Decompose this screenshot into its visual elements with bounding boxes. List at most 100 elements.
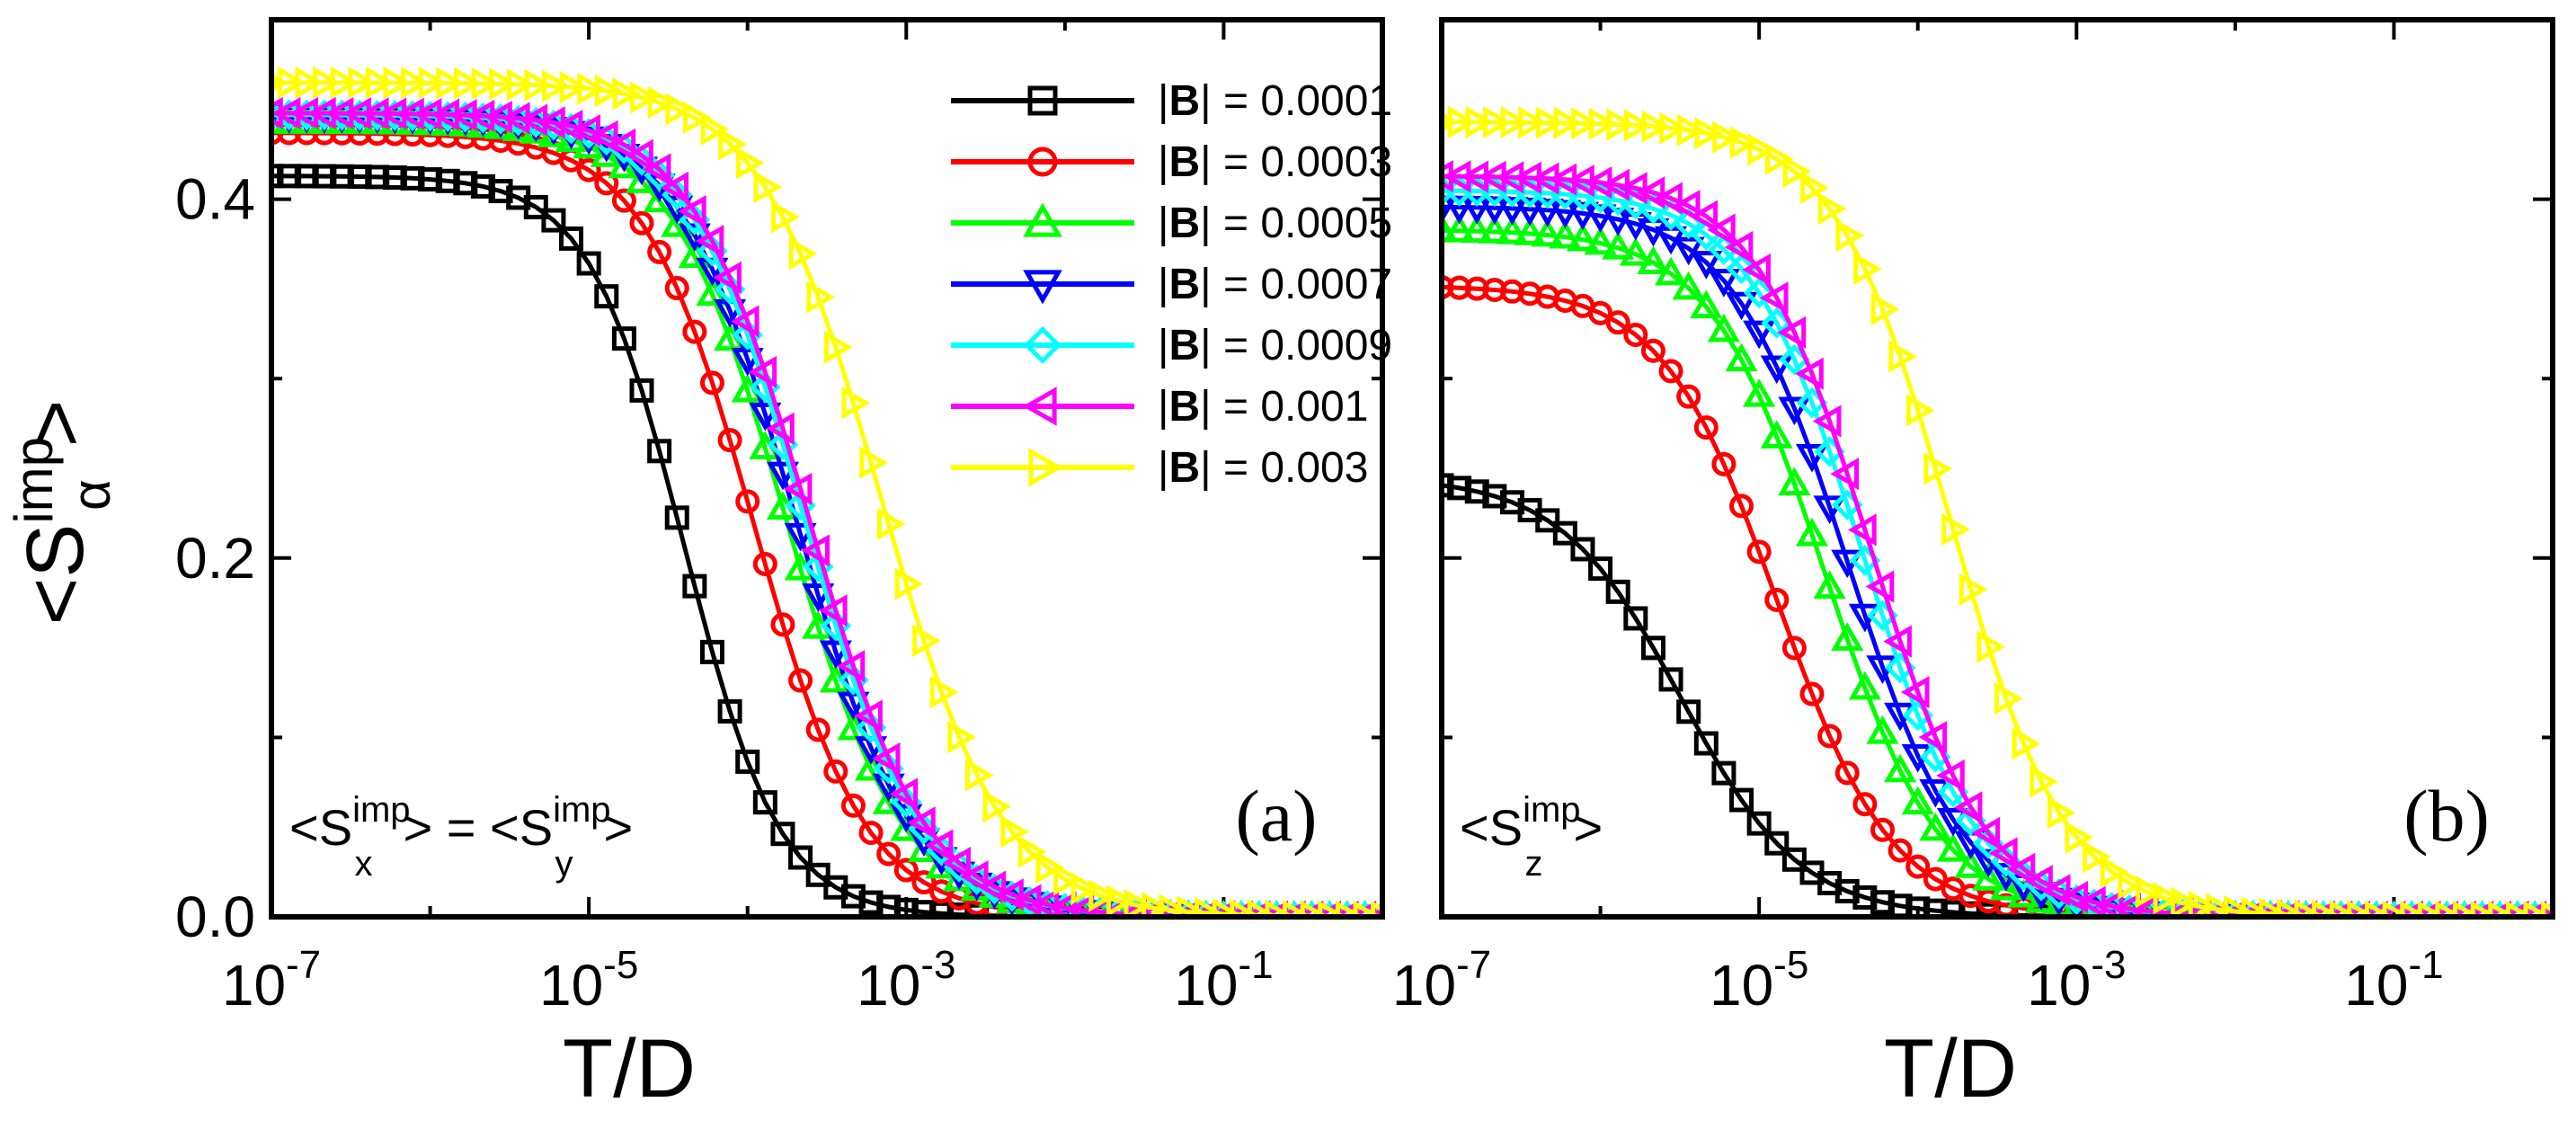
svg-text:<Simpα>: <Simpα > [4,400,121,626]
data-point [608,149,641,179]
data-point [1693,731,1719,756]
data-point [330,66,360,100]
legend-marker [1023,202,1062,237]
data-point [1900,675,1930,709]
data-point [1781,636,1807,661]
data-point [559,70,589,104]
data-point [819,640,852,670]
legend-item: |B| = 0.0009 [1158,322,1392,369]
data-point [573,129,606,159]
data-point [1694,117,1724,150]
data-point [1865,570,1895,603]
data-point [2259,897,2287,917]
data-point [436,67,465,100]
data-point [1884,753,1917,783]
data-point [695,225,724,258]
data-point [752,790,777,815]
legend-marker [1023,270,1062,305]
data-point [590,138,623,167]
data-point [2006,852,2036,885]
data-point [1852,792,1878,817]
data-point [1954,849,1987,878]
data-point [1831,622,1864,651]
data-point [612,77,642,111]
x-tick-label: 10-7 [1392,943,1491,1018]
data-point [647,239,672,264]
svg-text:|B| = 0.0009: |B| = 0.0009 [1158,322,1392,369]
svg-text:|B| = 0.001: |B| = 0.001 [1158,383,1368,431]
data-point [1746,539,1772,564]
data-point [1782,155,1812,188]
x-tick-label: 10-3 [857,943,955,1018]
data-point [629,378,654,403]
data-point [383,67,413,100]
x-tick-label: 10-3 [2027,943,2126,1018]
data-point [840,793,866,818]
legend-marker [1022,387,1057,426]
data-point [1124,888,1153,917]
y-label-sub: α [61,479,121,511]
data-point [1707,213,1736,246]
data-point [607,128,636,161]
data-point [889,778,919,811]
data-point [1936,759,1965,792]
data-point [1936,833,1970,862]
data-point [1853,253,1882,286]
data-point [1035,850,1065,885]
data-point [1817,192,1847,226]
data-point [735,147,765,180]
data-point [770,612,795,637]
data-point [664,276,689,301]
data-point [1106,885,1135,917]
panel-a-label: (a) [1235,775,1317,857]
legend-item: |B| = 0.0007 [1158,261,1392,308]
series-line [1442,173,2553,917]
data-point [682,319,707,344]
data-point [1588,300,1613,325]
data-point [959,860,989,893]
svg-text:|B| = 0.0001: |B| = 0.0001 [1158,77,1392,125]
data-point [1636,176,1666,209]
data-point [1764,831,1790,856]
data-point [823,331,853,364]
data-point [589,120,618,153]
data-point [699,370,724,396]
data-point [572,114,600,147]
data-point [1941,512,1970,546]
data-point [1711,451,1737,476]
data-point [2224,894,2252,917]
data-point [1848,513,1877,547]
data-point [2024,865,2053,898]
data-point [2012,727,2041,760]
data-point [1812,404,1842,438]
data-point [788,845,813,870]
data-point [1531,218,1564,247]
y-label-close: > [11,400,101,448]
data-point [1905,854,1931,879]
data-point [1743,378,1776,407]
data-point [929,676,959,709]
x-axis-label-a: T/D [563,1023,696,1115]
data-point [1496,216,1529,244]
data-point [912,624,941,657]
data-point [1442,195,1459,225]
y-label-sup: imp [4,437,64,524]
series-line [1442,188,2553,917]
data-point [1761,307,1793,339]
data-point [1690,289,1723,319]
data-point [1729,493,1754,519]
data-point [700,112,730,146]
data-point [1764,587,1790,612]
data-point [1676,113,1706,147]
data-point [1177,895,1205,917]
data-point [1778,396,1811,426]
data-point [365,67,395,100]
data-point [453,67,483,100]
x-tick-label: 10-5 [1710,943,1808,1018]
data-point [2024,884,2058,913]
data-point [1478,215,1511,244]
data-point [625,138,653,172]
data-point [1483,106,1512,139]
data-point [1693,415,1719,440]
